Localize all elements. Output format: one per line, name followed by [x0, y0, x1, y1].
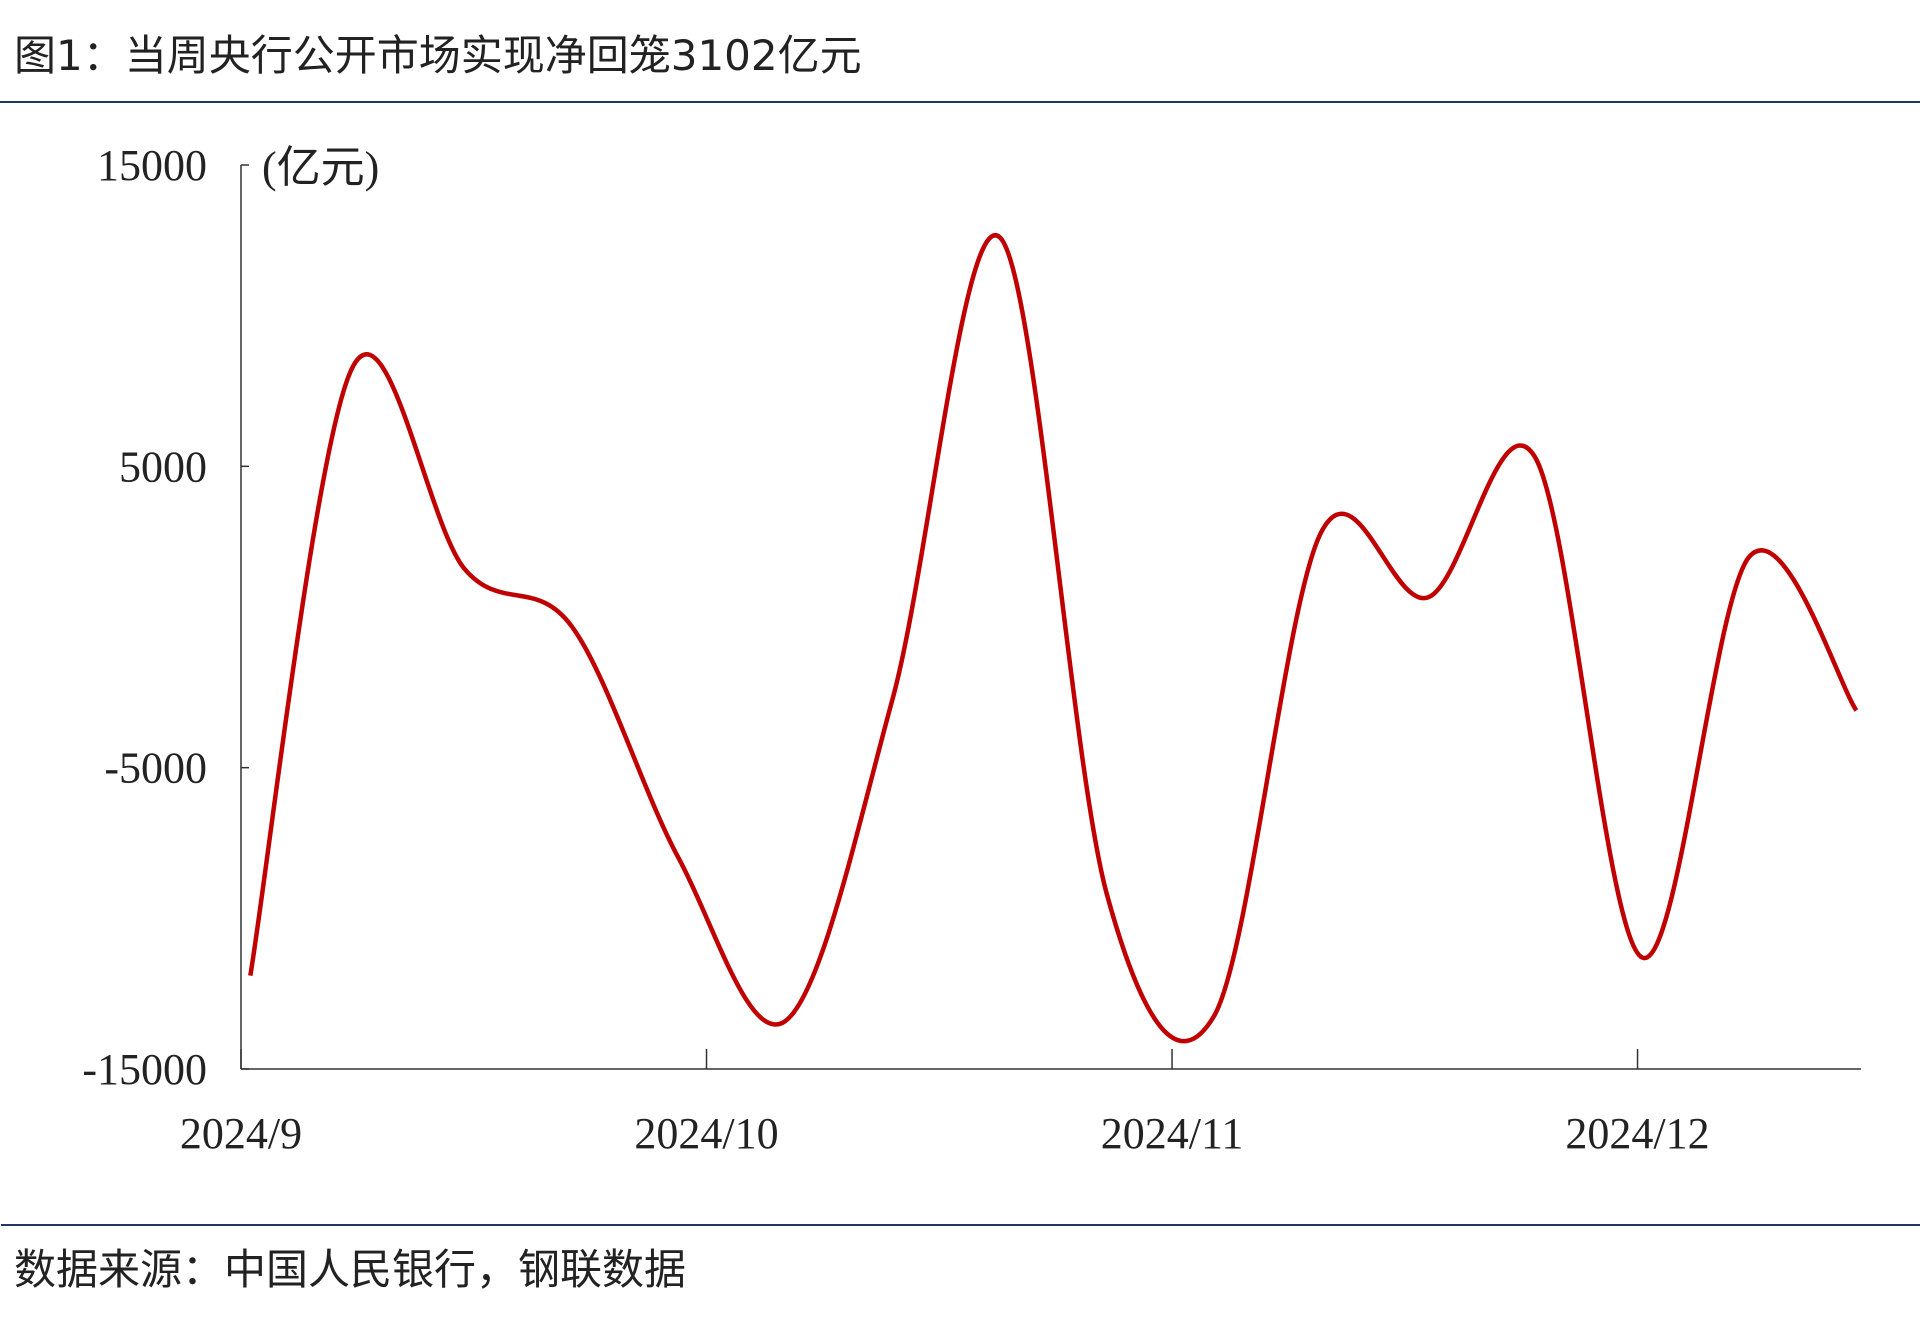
y-tick-label: -5000 — [104, 744, 207, 793]
y-tick-label: 5000 — [119, 442, 207, 491]
x-tick-label: 2024/10 — [634, 1109, 778, 1158]
line-series — [248, 233, 1859, 1044]
x-tick-label: 2024/9 — [180, 1109, 302, 1158]
source-note: 数据来源：中国人民银行，钢联数据 — [14, 1245, 686, 1294]
x-tick-label: 2024/12 — [1565, 1109, 1709, 1158]
y-tick-label: -15000 — [82, 1045, 207, 1094]
x-tick-label: 2024/11 — [1101, 1109, 1244, 1158]
y-tick-label: 15000 — [97, 141, 207, 190]
y-axis-label: (亿元) — [262, 143, 379, 192]
chart-title: 图1：当周央行公开市场实现净回笼3102亿元 — [14, 31, 862, 80]
